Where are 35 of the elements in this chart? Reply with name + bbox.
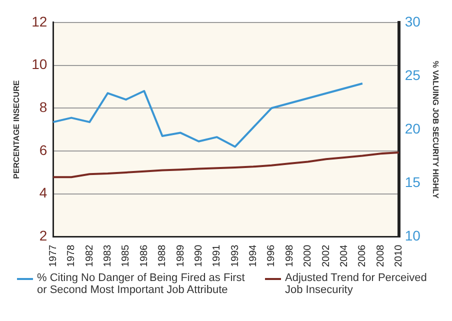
x-tick-label: 2000 — [302, 244, 314, 268]
x-tick-label: 1978 — [66, 244, 78, 268]
x-tick-label: 1983 — [102, 244, 114, 268]
x-tick-label: 1994 — [248, 244, 260, 268]
x-tick-label: 1988 — [157, 244, 168, 268]
x-tick-label: 2010 — [394, 244, 405, 268]
x-tick-label: 1993 — [230, 244, 241, 268]
y-tick-label: 10 — [32, 56, 48, 72]
x-tick-label: 2004 — [339, 244, 350, 268]
y-axis-title: PERCENTAGE INSECURE — [12, 80, 22, 179]
y-tick-label: 2 — [39, 228, 48, 244]
y-tick-label: 8 — [39, 99, 48, 115]
y-tick-label: 12 — [32, 13, 48, 30]
x-tick-label: 1985 — [120, 244, 132, 268]
y2-tick-label: 10 — [404, 228, 421, 244]
x-tick-label: 2002 — [320, 244, 332, 268]
y2-tick-label: 20 — [404, 120, 421, 136]
x-tick-label: 1982 — [84, 244, 96, 268]
x-tick-label: 1986 — [138, 244, 150, 268]
x-tick-label: 1989 — [175, 244, 186, 268]
y-tick-label: 6 — [39, 142, 48, 158]
x-tick-label: 1991 — [212, 244, 223, 268]
legend-label: % Citing No Danger of Being Fired as First or Second Most Important Job Attribute — [37, 272, 246, 296]
legend-label: Adjusted Trend for Perceived Job Insecurity — [285, 272, 428, 296]
y2-tick-label: 15 — [404, 174, 421, 190]
y-tick-label: 4 — [39, 184, 48, 201]
x-tick-label: 2006 — [357, 244, 368, 268]
x-tick-label: 2008 — [375, 244, 386, 268]
x-tick-label: 1977 — [48, 244, 59, 268]
x-tick-label: 1996 — [266, 244, 278, 268]
y2-tick-label: 30 — [404, 13, 421, 30]
y2-tick-label: 25 — [404, 66, 421, 83]
y2-axis-title: % VALUING JOB SECURITY HIGHLY — [430, 60, 440, 200]
x-tick-label: 1998 — [284, 244, 296, 268]
x-tick-label: 1990 — [193, 244, 204, 268]
